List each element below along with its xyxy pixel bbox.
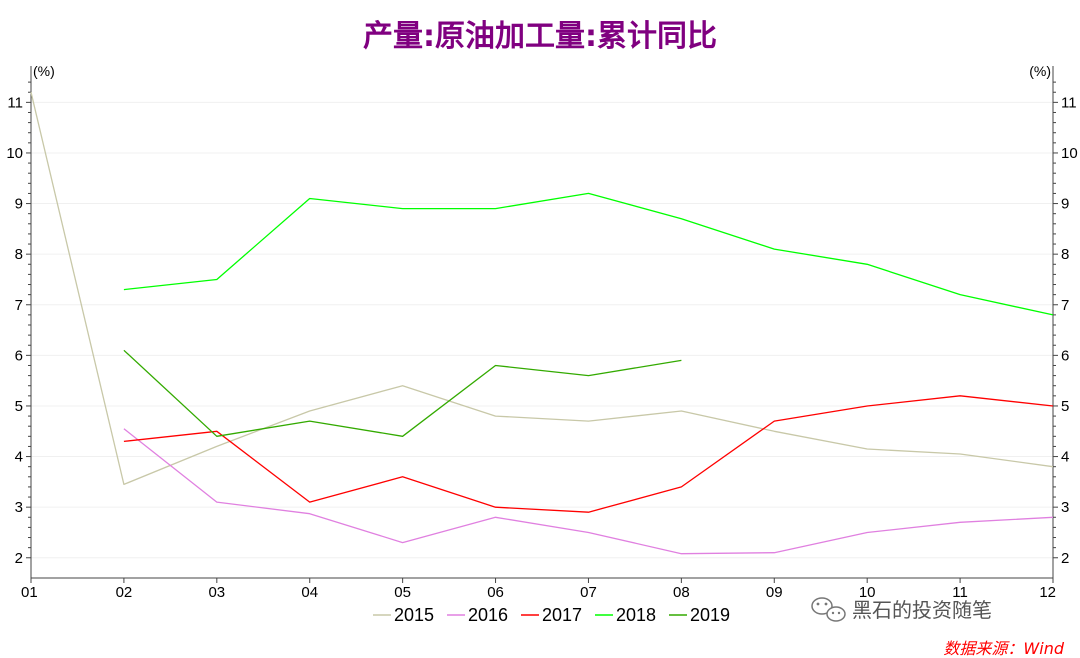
legend-label-2017: 2017 <box>542 605 582 625</box>
wechat-icon <box>811 597 846 622</box>
series-line-2016 <box>123 428 1054 555</box>
y-tick-label-right: 3 <box>1061 499 1069 516</box>
x-tick-label: 11 <box>952 584 968 601</box>
x-tick-label: 12 <box>1039 584 1056 601</box>
series-line-2017 <box>123 395 1054 513</box>
y-tick-label-right: 6 <box>1061 347 1069 364</box>
y-tick-label-left: 5 <box>15 398 23 415</box>
y-tick-label-left: 9 <box>15 196 23 213</box>
x-tick-label: 02 <box>116 584 133 601</box>
x-tick-label: 07 <box>580 584 597 601</box>
x-tick-label: 10 <box>859 584 876 601</box>
y-tick-label-right: 5 <box>1061 398 1069 415</box>
y-tick-label-right: 4 <box>1061 449 1069 466</box>
y-tick-label-left: 4 <box>15 449 23 466</box>
grid <box>31 101 1053 559</box>
y-unit-right: (%) <box>1029 63 1051 79</box>
y-tick-label-left: 11 <box>7 94 23 111</box>
watermark: 黑石的投资随笔 <box>811 597 992 622</box>
x-tick-label: 04 <box>301 584 318 601</box>
y-tick-label-right: 7 <box>1061 297 1069 314</box>
series-line-2019 <box>123 349 682 437</box>
y-tick-label-left: 8 <box>15 246 23 263</box>
x-tick-label: 05 <box>394 584 411 601</box>
legend: 2015 2016 2017 2018 2019 <box>373 605 730 625</box>
x-tick-label: 08 <box>673 584 690 601</box>
legend-label-2015: 2015 <box>394 605 434 625</box>
y-tick-label-right: 8 <box>1061 246 1069 263</box>
x-tick-label: 01 <box>21 584 38 601</box>
tick-labels: 2 2 3 3 4 4 5 5 6 6 7 7 8 8 9 9 10 10 11 11 01 02 03 04 05 06 07 08… <box>6 94 1077 601</box>
y-unit-left: (%) <box>33 63 55 79</box>
watermark-text: 黑石的投资随笔 <box>852 598 992 622</box>
y-tick-label-left: 3 <box>15 499 23 516</box>
y-tick-label-right: 11 <box>1061 94 1077 111</box>
x-tick-label: 09 <box>766 584 783 601</box>
y-tick-label-right: 2 <box>1061 550 1069 567</box>
y-tick-label-left: 10 <box>6 145 23 162</box>
series-lines <box>30 92 1054 555</box>
y-tick-label-right: 9 <box>1061 196 1069 213</box>
x-tick-label: 06 <box>487 584 504 601</box>
series-line-2018 <box>123 192 1054 316</box>
chart-title: 产量:原油加工量:累计同比 <box>363 19 717 54</box>
y-tick-label-left: 2 <box>15 550 23 567</box>
legend-label-2016: 2016 <box>468 605 508 625</box>
axes <box>26 66 1058 583</box>
legend-label-2019: 2019 <box>690 605 730 625</box>
x-tick-label: 03 <box>208 584 225 601</box>
series-line-2015 <box>30 92 1054 486</box>
data-source: 数据来源：Wind <box>943 639 1064 658</box>
legend-label-2018: 2018 <box>616 605 656 625</box>
y-tick-label-right: 10 <box>1061 145 1078 162</box>
y-tick-label-left: 6 <box>15 347 23 364</box>
y-tick-label-left: 7 <box>15 297 23 314</box>
